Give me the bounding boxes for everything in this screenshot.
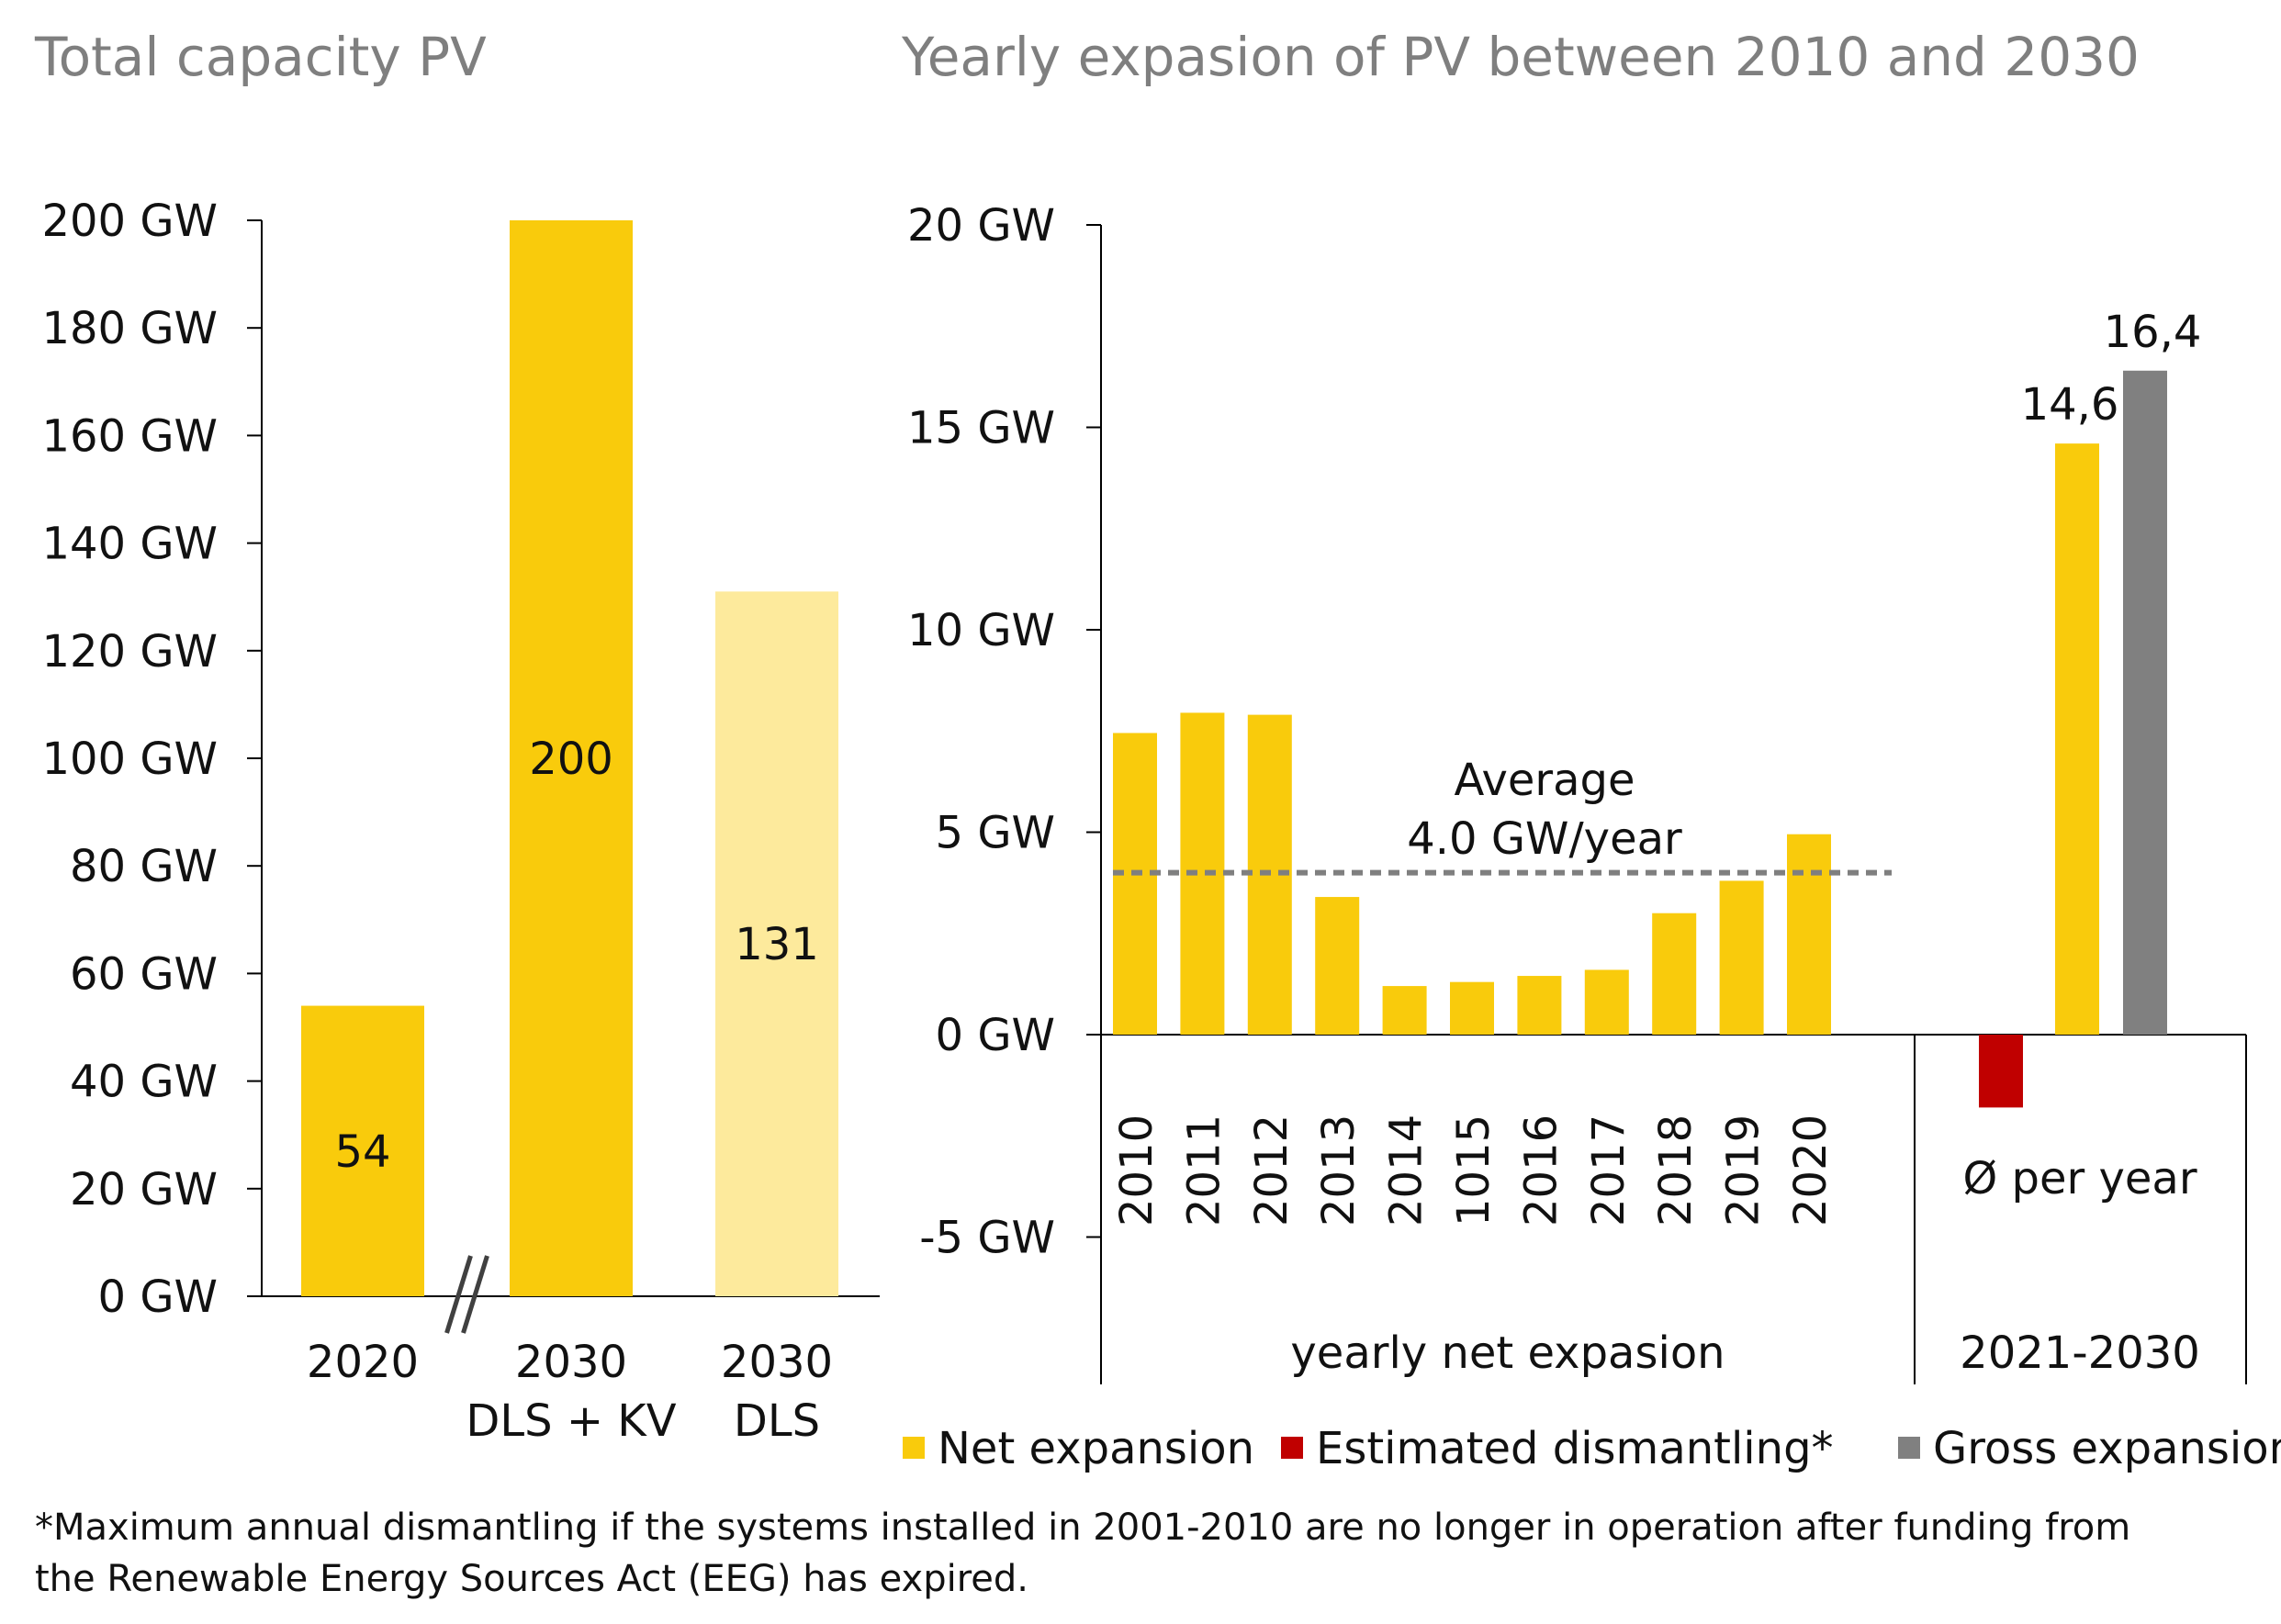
period-bar-gross-expansion	[2123, 370, 2167, 1035]
period-bar-data-label: 14,6	[2021, 379, 2119, 431]
legend: Net expansion Estimated dismantling* Gross…	[903, 1423, 2281, 1474]
footnote-line-2: the Renewable Energy Sources Act (EEG) h…	[35, 1558, 1028, 1600]
net-expansion-bar-2014	[1382, 986, 1427, 1035]
footnote-line-1: *Maximum annual dismantling if the syste…	[35, 1506, 2130, 1549]
legend-swatch-net-expansion	[903, 1437, 925, 1459]
left-bar-2030-DLS-KV	[510, 220, 633, 1296]
net-expansion-bar-2018	[1652, 913, 1697, 1035]
period-bar-net-expansion	[2055, 443, 2099, 1035]
left-category-label: 2020	[307, 1337, 419, 1388]
group-label-yearly-net-expansion: yearly net expasion	[1290, 1327, 1725, 1379]
left-category-label: 2030	[721, 1337, 833, 1388]
left-bar-2030-DLS	[715, 591, 838, 1296]
left-y-tick-label: 100 GW	[41, 734, 218, 785]
left-y-tick-label: 160 GW	[41, 410, 218, 462]
legend-label: Net expansion	[938, 1423, 1254, 1474]
period-bar-estimated-dismantling-	[1979, 1035, 2023, 1108]
left-category-label: 2030	[515, 1337, 627, 1388]
left-y-tick-label: 140 GW	[41, 519, 218, 570]
right-y-tick-label: 0 GW	[936, 1010, 1055, 1061]
group-label-2021-2030: 2021-2030	[1960, 1327, 2200, 1379]
left-y-tick-label: 180 GW	[41, 303, 218, 354]
period-category-label: Ø per year	[1962, 1153, 2197, 1204]
left-y-tick-label: 200 GW	[41, 196, 218, 247]
year-category-label: 2014	[1381, 1114, 1433, 1226]
average-label: Average	[1454, 755, 1635, 806]
year-category-label: 2020	[1785, 1114, 1837, 1226]
year-category-label: 2019	[1718, 1114, 1770, 1226]
left-y-tick-label: 40 GW	[70, 1057, 218, 1108]
year-category-label: 2016	[1515, 1114, 1567, 1226]
right-y-tick-label: 10 GW	[907, 605, 1055, 656]
yearly-expansion-chart: 20 GW 15 GW 10 GW 5 GW 0 GW -5 GW 2010 2011 2012…	[907, 200, 2247, 1384]
right-y-tick-label: 20 GW	[907, 200, 1055, 252]
legend-label: Gross expansion	[1933, 1423, 2281, 1474]
net-expansion-bar-2010	[1113, 733, 1157, 1035]
net-expansion-bar-2016	[1517, 976, 1562, 1035]
legend-swatch-gross-expansion	[1898, 1437, 1920, 1459]
left-y-tick-label: 120 GW	[41, 626, 218, 678]
left-y-tick-label: 80 GW	[70, 841, 218, 892]
net-expansion-bar-1015	[1450, 981, 1494, 1035]
year-category-label: 2017	[1583, 1114, 1635, 1226]
left-bar-data-label: 131	[735, 919, 819, 970]
net-expansion-bar-2017	[1584, 969, 1629, 1035]
left-bar-data-label: 200	[529, 734, 613, 785]
year-category-label: 2012	[1246, 1114, 1298, 1226]
net-expansion-bar-2019	[1719, 880, 1764, 1035]
total-capacity-chart: 0 GW 20 GW 40 GW 60 GW 80 GW 100 GW 120 GW 140 …	[41, 196, 880, 1447]
period-bar-data-label: 16,4	[2104, 307, 2202, 358]
left-bar-data-label: 54	[334, 1126, 390, 1178]
net-expansion-bar-2013	[1315, 897, 1360, 1035]
year-category-label: 2011	[1178, 1114, 1230, 1226]
year-category-label: 2018	[1650, 1114, 1702, 1226]
right-chart-title: Yearly expasion of PV between 2010 and 2…	[901, 26, 2140, 88]
right-y-tick-label: 15 GW	[907, 403, 1055, 454]
year-category-label: 2010	[1111, 1114, 1163, 1226]
left-chart-title: Total capacity PV	[34, 26, 487, 88]
axis-break-mark	[444, 1255, 473, 1334]
legend-swatch-estimated-dismantling-	[1281, 1437, 1303, 1459]
right-y-tick-label: 5 GW	[936, 808, 1055, 859]
right-y-tick-label: -5 GW	[919, 1213, 1055, 1264]
left-y-tick-label: 0 GW	[98, 1271, 218, 1323]
axis-break-mark	[461, 1255, 489, 1334]
left-y-tick-label: 60 GW	[70, 948, 218, 1000]
net-expansion-bar-2020	[1787, 834, 1831, 1035]
year-category-label: 1015	[1448, 1114, 1500, 1226]
legend-label: Estimated dismantling*	[1316, 1423, 1834, 1474]
average-label: 4.0 GW/year	[1407, 813, 1682, 865]
left-category-label: DLS + KV	[466, 1395, 676, 1447]
year-category-label: 2013	[1313, 1114, 1365, 1226]
left-category-label: DLS	[734, 1395, 820, 1447]
left-bar-2020	[301, 1005, 424, 1296]
left-y-tick-label: 20 GW	[70, 1164, 218, 1215]
